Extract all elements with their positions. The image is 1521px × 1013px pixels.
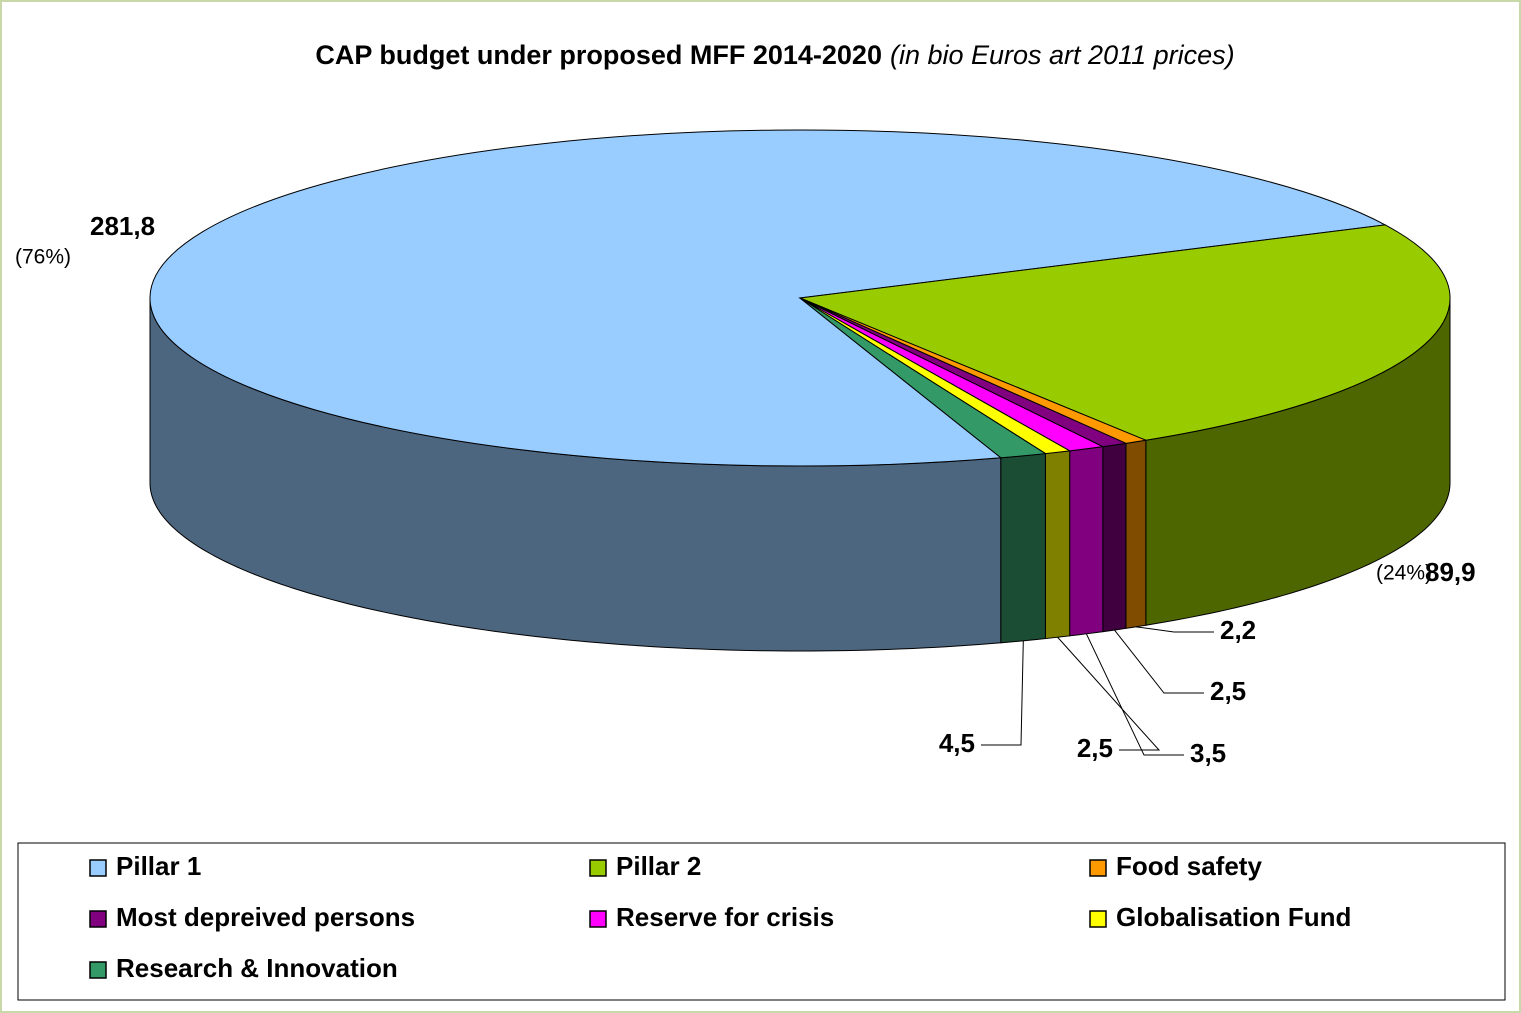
data-label: 89,9 [1425,557,1476,587]
legend-label: Pillar 2 [616,851,701,881]
data-label: 3,5 [1190,738,1226,768]
slice-side [1125,439,1147,629]
legend-swatch [89,961,107,979]
legend-label: Research & Innovation [116,953,398,983]
subtitle: (in bio Euros art 2011 prices) [890,40,1235,70]
tops [149,129,1451,467]
legend-box [17,842,1506,1001]
legend-label: Reserve for crisis [616,902,834,932]
slice-side [1102,442,1127,633]
legend-swatch [89,859,107,877]
walls [149,297,1451,652]
leader-line [1057,636,1161,751]
slice [799,297,1047,459]
leader-line [1135,626,1214,633]
chart-title: CAP budget under proposed MFF 2014-2020 (… [315,40,1234,70]
legend-label: Globalisation Fund [1116,902,1351,932]
legend-swatch [589,910,607,928]
slice [149,129,1387,467]
slice-side [1069,446,1104,637]
percent-label: (24%) [1376,562,1432,585]
legend-label: Most depreived persons [116,902,415,932]
labels: 281,8 (76%) 89,9(24%) 2,2 2,5 3,5 2,5 4,5 [15,211,1476,768]
slice-side [1000,453,1046,644]
slice-side [1044,450,1071,640]
legend-swatch [89,910,107,928]
legend-swatch [1089,910,1107,928]
legend: Pillar 1 Pillar 2 Food safety Most depreive… [89,851,1351,983]
legend-label: Food safety [1116,851,1262,881]
legend-label: Pillar 1 [116,851,201,881]
data-label: 2,2 [1220,615,1256,645]
leader-line [981,640,1024,746]
data-label: 2,5 [1077,733,1113,763]
legend-swatch [589,859,607,877]
title: CAP budget under proposed MFF 2014-2020 [315,40,882,70]
data-label: 281,8 [90,211,155,241]
percent-label: (76%) [15,246,71,269]
legend-swatch [1089,859,1107,877]
data-label: 2,5 [1210,676,1246,706]
slice [798,224,1451,441]
leader-line [1114,629,1204,694]
data-label: 4,5 [939,728,975,758]
leader-line [1085,633,1184,756]
